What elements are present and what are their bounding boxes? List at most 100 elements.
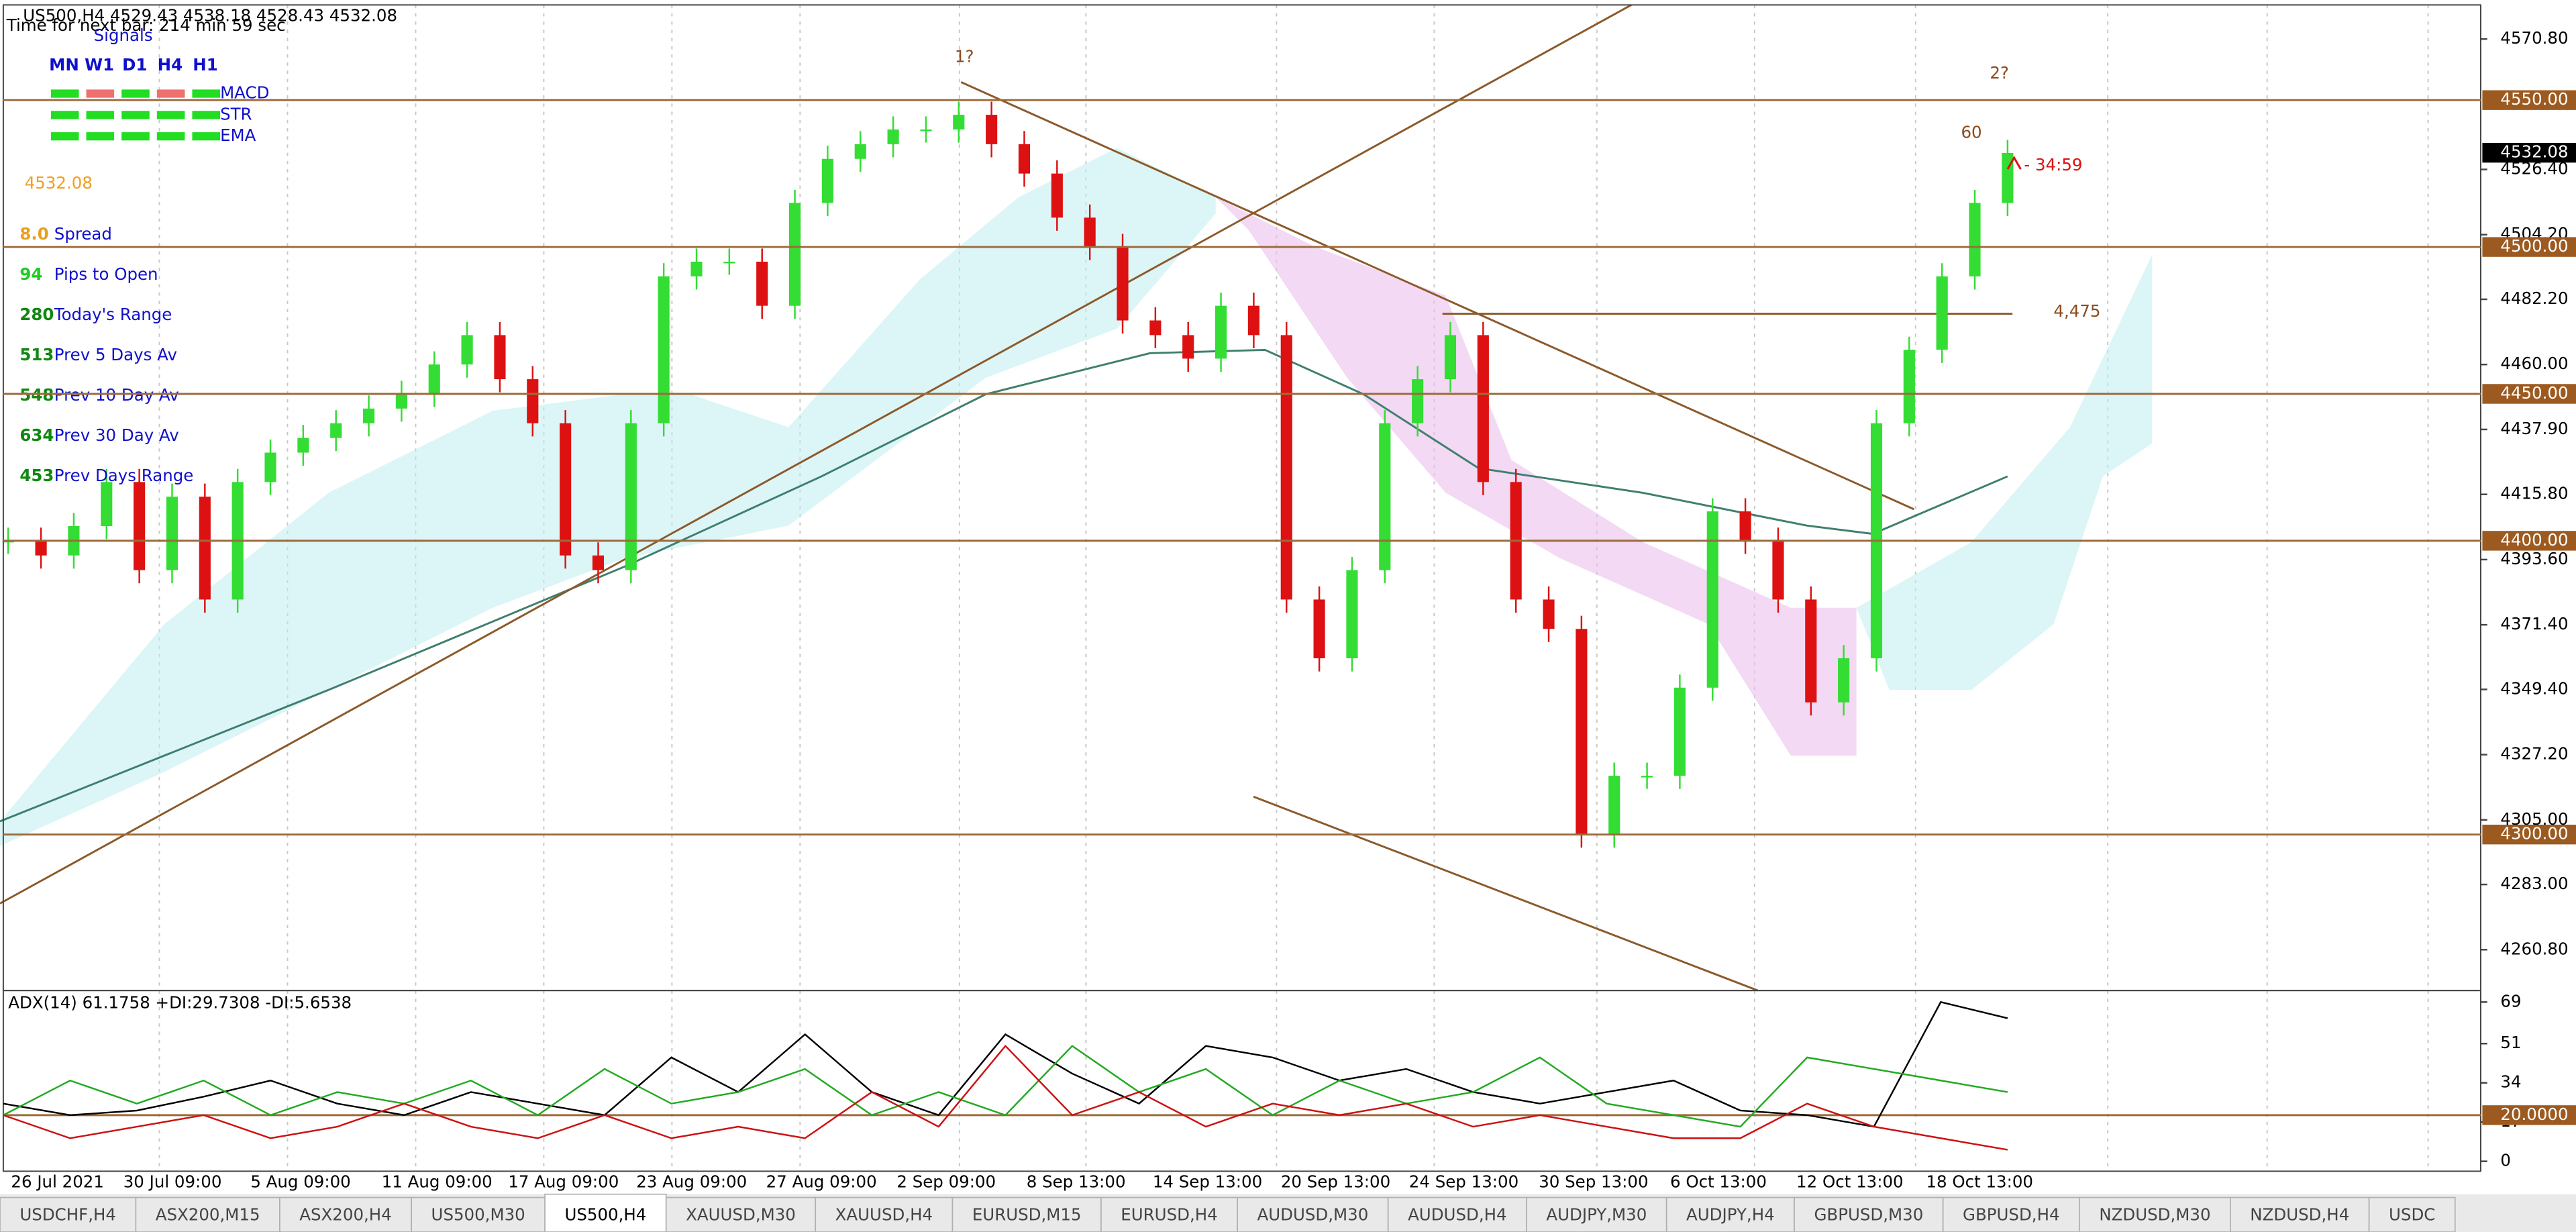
tab-label[interactable]: EURUSD,M15 (972, 1205, 1082, 1225)
signal-bar (192, 132, 221, 141)
signal-bar (121, 89, 150, 98)
candle (199, 497, 211, 600)
tab-bg[interactable] (815, 1196, 954, 1232)
tab[interactable]: ASX200,H4 (279, 1196, 413, 1232)
candle (1772, 540, 1784, 600)
tab[interactable]: XAUUSD,M30 (665, 1196, 817, 1232)
y-tick-label: 51 (2500, 1033, 2521, 1052)
x-tick-label: 5 Aug 09:00 (250, 1172, 350, 1192)
tab[interactable]: AUDUSD,M30 (1237, 1196, 1389, 1232)
tab[interactable]: AUDJPY,H4 (1665, 1196, 1795, 1232)
level-label: 4400.00 (2500, 530, 2568, 550)
tab[interactable]: ASX200,M15 (135, 1196, 280, 1232)
candle (330, 423, 342, 438)
current-price-box (2482, 142, 2576, 163)
candle (264, 452, 276, 482)
candle (1608, 776, 1620, 835)
tab-label[interactable]: XAUUSD,M30 (686, 1205, 796, 1225)
candle (658, 276, 670, 423)
stat-value: 8.0 (19, 224, 48, 244)
stat-label: Spread (54, 224, 112, 244)
level-label: 4500.00 (2500, 236, 2568, 256)
adx-panel (2, 990, 2481, 1172)
stat-value: 548 (19, 385, 54, 405)
tab-label[interactable]: AUDJPY,M30 (1546, 1205, 1647, 1225)
tab-label[interactable]: USDC (2389, 1205, 2435, 1225)
tab[interactable]: GBPUSD,H4 (1942, 1196, 2080, 1232)
x-tick-label: 18 Oct 13:00 (1926, 1172, 2033, 1192)
tab-label[interactable]: AUDUSD,M30 (1257, 1205, 1368, 1225)
candle (788, 203, 801, 306)
candle (1313, 599, 1325, 658)
signal-bar (86, 111, 115, 119)
tab[interactable]: AUDJPY,M30 (1526, 1196, 1667, 1232)
tab-bg[interactable] (1794, 1196, 1944, 1232)
tab[interactable]: NZDUSD,M30 (2079, 1196, 2231, 1232)
tab[interactable]: US500,M30 (411, 1196, 546, 1232)
candle (1739, 511, 1751, 541)
tab-bg[interactable] (1665, 1196, 1795, 1232)
tab[interactable]: EURUSD,M15 (951, 1196, 1102, 1232)
candle (690, 261, 703, 276)
signal-name: MACD (220, 83, 269, 103)
annotation: 4,475 (2053, 301, 2100, 321)
adx-line (3, 1044, 2008, 1151)
tab-label[interactable]: USDCHF,H4 (19, 1205, 116, 1225)
tab-label[interactable]: GBPUSD,H4 (1963, 1205, 2060, 1225)
tab-label[interactable]: EURUSD,H4 (1121, 1205, 1217, 1225)
candle (1444, 335, 1457, 380)
x-tick-label: 20 Sep 13:00 (1281, 1172, 1390, 1192)
tab-bg[interactable] (135, 1196, 280, 1232)
signal-bar (192, 89, 221, 98)
tab-label[interactable]: ASX200,M15 (156, 1205, 260, 1225)
candle (1543, 599, 1555, 629)
tab[interactable]: USDCHF,H4 (0, 1196, 137, 1232)
tab-bg[interactable] (1237, 1196, 1389, 1232)
tab-label[interactable]: US500,H4 (564, 1205, 646, 1225)
level-box (2482, 1105, 2576, 1125)
candle (1051, 173, 1063, 218)
candle (986, 115, 998, 144)
tab-bg[interactable] (1100, 1196, 1238, 1232)
signal-name: STR (220, 104, 252, 123)
tab[interactable]: US500,H4 (544, 1193, 667, 1232)
tab[interactable]: USDC (2368, 1196, 2456, 1232)
signal-bar (50, 132, 79, 141)
candle (527, 379, 539, 423)
big-price: 4532.08 (25, 173, 93, 193)
tab-label[interactable]: GBPUSD,M30 (1814, 1205, 1923, 1225)
x-tick-label: 2 Sep 09:00 (896, 1172, 996, 1192)
tab-label[interactable]: NZDUSD,H4 (2250, 1205, 2349, 1225)
signal-bar (156, 111, 185, 119)
tab-label[interactable]: AUDJPY,H4 (1686, 1205, 1775, 1225)
tab-label[interactable]: AUDUSD,H4 (1408, 1205, 1507, 1225)
tab[interactable]: NZDUSD,H4 (2230, 1196, 2370, 1232)
candle (953, 115, 965, 130)
candle (1412, 379, 1424, 423)
tab-label[interactable]: US500,M30 (431, 1205, 525, 1225)
tab[interactable]: EURUSD,H4 (1100, 1196, 1238, 1232)
timeframe: H4 (158, 55, 183, 74)
signal-name: EMA (220, 125, 256, 145)
tab-bg[interactable] (2079, 1196, 2231, 1232)
tab-bg[interactable] (2368, 1196, 2456, 1232)
signal-bar (121, 111, 150, 119)
candle (1084, 217, 1096, 248)
tab-bg[interactable] (2230, 1196, 2370, 1232)
tab-label[interactable]: ASX200,H4 (299, 1205, 391, 1225)
tab-label[interactable]: NZDUSD,M30 (2099, 1205, 2210, 1225)
tab-bg[interactable] (279, 1196, 413, 1232)
y-tick-label: 4349.40 (2500, 678, 2568, 698)
tab[interactable]: XAUUSD,H4 (815, 1196, 954, 1232)
candle (1936, 276, 1948, 350)
candle (1182, 335, 1194, 359)
signal-bar (156, 89, 185, 98)
tab-label[interactable]: XAUUSD,H4 (835, 1205, 933, 1225)
candle (362, 408, 375, 423)
tab[interactable]: GBPUSD,M30 (1794, 1196, 1944, 1232)
candle (1280, 335, 1292, 600)
annotation: 2? (1990, 63, 2009, 83)
tab[interactable]: AUDUSD,H4 (1387, 1196, 1527, 1232)
tab-bg[interactable] (1387, 1196, 1527, 1232)
tab-bg[interactable] (1942, 1196, 2080, 1232)
